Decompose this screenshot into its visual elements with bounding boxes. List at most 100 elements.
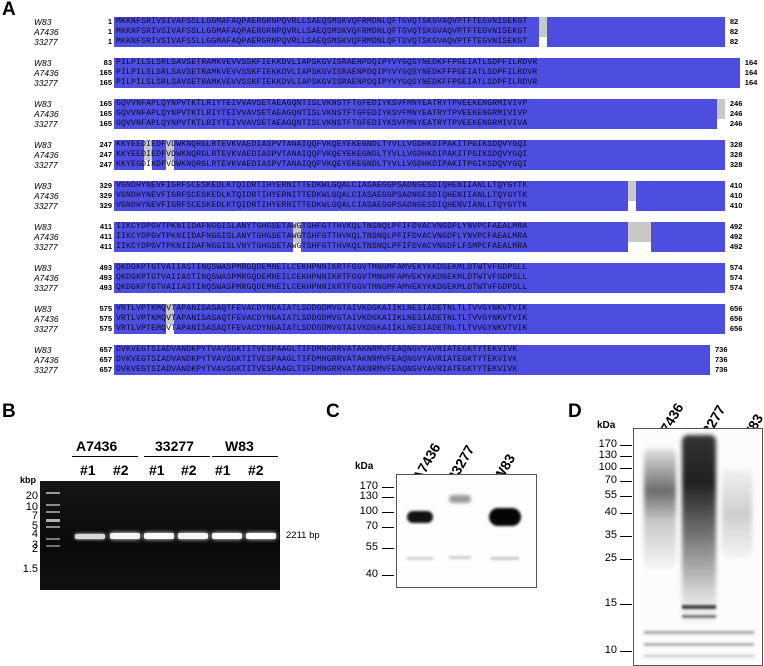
ladder-marker-label: 55 [365,541,378,553]
ladder-tick [382,487,394,488]
sequence-end: 410 [729,201,743,210]
sequence-name: W83 [34,345,52,355]
variant-highlight [642,222,651,232]
ladder-marker-label: 100 [359,505,378,517]
sequence-name: W83 [34,99,52,109]
blot-d-unit-label: kDa [597,420,616,431]
sequence-name: W83 [34,304,52,314]
ladder-marker-label: 40 [365,568,378,580]
sequence-residues: QKDGKPTGTVAIIASTINQSWASPMRGQDEMNEILCEKHP… [116,283,528,292]
sequence-name: A7436 [34,273,59,283]
sequence-end: 246 [729,109,743,118]
variant-highlight [717,99,726,109]
sequence-name: A7436 [34,232,59,242]
sequence-residues: DVKVEGTSIADVANDKPYTVAVSGKTITVESPAAGLTIFD… [116,365,518,374]
sequence-start: 247 [99,140,112,149]
sequence-start: 657 [99,355,112,364]
variant-highlight [628,232,636,242]
sequence-residues: DVKVEGTSIADVANDKPYTVAVSGKTITVESPAAGLTIFD… [116,345,518,354]
gel-group-label: W83 [225,438,254,454]
ladder-tick [382,527,394,528]
sequence-name: A7436 [34,109,59,119]
sequence-residues: VRTLVPTKMQVTAPANISASAQTFEVACDYNGAIATLSDD… [116,304,528,313]
sequence-residues: IIKCYDPGVTPKNIIDAFNGGISLANYTGHGSETAWGTSH… [116,232,528,241]
sequence-end: 82 [729,17,739,26]
alignment-block [114,304,725,334]
ladder-tick [620,604,632,605]
sequence-residues: VRTLVPTEMQVTAPANISASAQTFEVACDYNGAIATLSDD… [116,324,528,333]
ladder-marker-label: 170 [359,480,378,492]
ladder-tick [620,496,632,497]
panel-label-b: B [2,401,16,422]
variant-highlight [628,191,636,201]
variant-highlight [143,160,152,170]
ladder-tick [620,651,632,652]
sequence-end: 82 [729,27,739,36]
sequence-end: 574 [729,283,743,292]
alignment-block [114,181,725,211]
variant-highlight [292,222,301,232]
sequence-start: 411 [99,232,112,241]
gel-group-label: 33277 [155,438,194,454]
panel-label-d: D [568,401,582,422]
sequence-residues: VRTLVPTKMQVTAPANISASAQTFEVACDYNGAIATLSDD… [116,314,528,323]
sequence-start: 575 [99,314,112,323]
sequence-end: 574 [729,273,743,282]
blot-d-image [633,428,763,666]
sequence-end: 656 [729,324,743,333]
gel-lane-label: #2 [113,462,129,478]
sequence-end: 410 [729,191,743,200]
sequence-name: 33277 [34,119,58,129]
sequence-end: 492 [729,222,743,231]
variant-highlight [166,324,175,334]
sequence-end: 164 [744,68,758,77]
sequence-start: 575 [99,324,112,333]
variant-highlight [628,242,636,252]
gel-lane-label: #2 [248,462,264,478]
ladder-marker-label: 20 [25,490,38,502]
ladder-marker-label: 5 [31,520,38,532]
ladder-marker-label: 70 [365,520,378,532]
variant-highlight [292,242,301,252]
ladder-marker-label: 4 [31,528,38,540]
ladder-tick [620,468,632,469]
sequence-name: 33277 [34,37,58,47]
sequence-name: W83 [34,181,52,191]
gel-image [40,481,280,590]
sequence-residues: QKDGKPTGTVAIIASTINQSWASPMRGQDEMNEILCEKHP… [116,273,528,282]
sequence-start: 575 [99,304,112,313]
alignment-block [114,345,710,375]
sequence-start: 329 [99,191,112,200]
sequence-name: A7436 [34,27,59,37]
sequence-start: 411 [99,242,112,251]
ladder-tick [620,456,632,457]
sequence-residues: IIKCYDPGVTPKNIIDAFNGGISLVNYTGHGSETAWGTSH… [116,242,528,251]
ladder-marker-label: 7 [31,510,38,522]
sequence-name: A7436 [34,355,59,365]
sequence-end: 164 [744,58,758,67]
variant-highlight [166,140,175,150]
ladder-tick [620,513,632,514]
gel-group-line [144,456,210,457]
gel-group-line [72,456,138,457]
sequence-residues: DVKVEGTSIADVANDKPYTVAVSGKTITVESPAAGLTIFD… [116,355,518,364]
variant-highlight [635,232,644,242]
sequence-end: 736 [715,365,728,374]
sequence-name: 33277 [34,242,58,252]
sequence-residues: GQVVNFAPLQYNPVTKTLRIYTEIVVAVSETAEAGQNTIS… [116,119,528,128]
gel-band-size: 2211 bp [286,530,320,541]
gel-group-label: A7436 [76,438,118,454]
sequence-end: 736 [715,345,728,354]
sequence-residues: IIKCYDPGVTPKNIIDAFNGGISLANYTGHGSETAWGTSH… [116,222,528,231]
alignment-block [114,99,725,129]
sequence-start: 657 [99,365,112,374]
sequence-start: 165 [99,68,112,77]
sequence-name: A7436 [34,191,59,201]
sequence-residues: KKYEEDIEDFVDWKNQRGLRTEVKVAEDIASPVTANAIQQ… [116,140,528,149]
variant-highlight [143,150,152,160]
ladder-tick [620,559,632,560]
ladder-marker-label: 70 [604,474,617,486]
ladder-marker-label: 40 [604,506,617,518]
variant-highlight [166,314,175,324]
alignment-block [114,140,725,170]
